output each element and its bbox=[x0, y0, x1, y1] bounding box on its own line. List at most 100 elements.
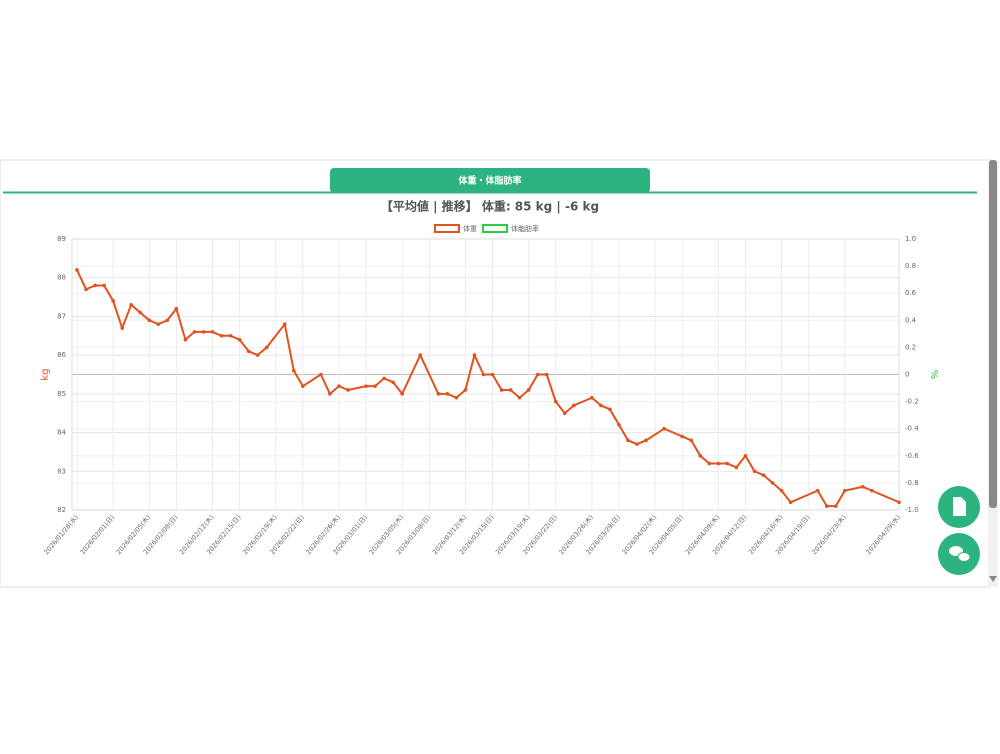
data-point bbox=[445, 392, 450, 396]
data-point bbox=[84, 287, 88, 292]
data-point bbox=[165, 318, 170, 323]
y2-axis-label: % bbox=[928, 370, 939, 380]
data-point bbox=[734, 465, 739, 470]
data-point bbox=[544, 372, 549, 377]
y2-tick-label: -0.4 bbox=[905, 425, 919, 433]
data-point bbox=[743, 454, 748, 458]
y-tick-label: 88 bbox=[57, 274, 66, 282]
data-point bbox=[761, 473, 766, 477]
data-point bbox=[472, 353, 477, 357]
data-point bbox=[138, 310, 143, 315]
data-point bbox=[246, 349, 251, 354]
data-point bbox=[210, 330, 215, 334]
data-point bbox=[617, 423, 621, 427]
data-point bbox=[418, 353, 423, 357]
data-point bbox=[788, 500, 793, 505]
data-point bbox=[644, 438, 648, 443]
data-point bbox=[562, 411, 567, 416]
data-point bbox=[255, 353, 260, 357]
data-point bbox=[626, 438, 630, 443]
y2-tick-label: 0.6 bbox=[905, 289, 917, 297]
scroll-thumb[interactable] bbox=[989, 160, 997, 508]
y2-tick-label: 1.0 bbox=[905, 235, 916, 243]
plot-frame bbox=[71, 238, 900, 511]
y-tick-label: 83 bbox=[57, 467, 66, 475]
data-point bbox=[463, 388, 468, 392]
chart-title: 【平均値 | 推移】 体重: 85 kg | -6 kg bbox=[381, 199, 599, 214]
legend-label: 体脂肪率 bbox=[511, 224, 539, 233]
data-point bbox=[517, 395, 522, 400]
data-point bbox=[328, 392, 332, 396]
data-point bbox=[481, 372, 486, 377]
data-point bbox=[454, 395, 459, 400]
data-point bbox=[716, 461, 721, 466]
data-point bbox=[635, 442, 639, 446]
data-point bbox=[752, 469, 757, 474]
tab-label[interactable]: 体重・体脂肪率 bbox=[458, 175, 521, 187]
data-point bbox=[662, 426, 666, 431]
data-point bbox=[725, 461, 730, 466]
data-point bbox=[102, 283, 106, 288]
data-point bbox=[319, 372, 323, 377]
y2-tick-label: 0 bbox=[905, 371, 909, 379]
tab[interactable] bbox=[330, 168, 650, 193]
data-point bbox=[779, 488, 784, 493]
data-point bbox=[824, 504, 829, 508]
data-point bbox=[382, 376, 386, 381]
data-point bbox=[526, 388, 531, 392]
y-axis-label: kg bbox=[40, 368, 51, 380]
y-tick-label: 82 bbox=[57, 506, 66, 514]
data-point bbox=[870, 488, 874, 493]
data-point bbox=[129, 303, 133, 307]
chat-icon[interactable] bbox=[957, 552, 971, 562]
data-point bbox=[400, 392, 404, 396]
data-point bbox=[572, 403, 576, 408]
data-point bbox=[111, 299, 115, 303]
data-point bbox=[93, 283, 97, 288]
y2-tick-label: -0.6 bbox=[905, 452, 919, 460]
y2-tick-label: 0.8 bbox=[905, 262, 916, 270]
data-point bbox=[599, 403, 603, 408]
data-point bbox=[508, 388, 513, 392]
data-point bbox=[301, 384, 305, 388]
legend-label: 体重 bbox=[463, 224, 477, 233]
data-point bbox=[608, 407, 612, 412]
data-point bbox=[201, 330, 206, 334]
data-point bbox=[264, 345, 269, 350]
data-point bbox=[861, 484, 865, 489]
data-point bbox=[237, 337, 242, 342]
legend-swatch bbox=[434, 224, 460, 233]
data-point bbox=[815, 488, 820, 493]
data-point bbox=[75, 268, 79, 272]
y2-tick-label: -1.0 bbox=[905, 506, 919, 514]
data-point bbox=[770, 481, 775, 485]
data-point bbox=[590, 395, 594, 400]
data-point bbox=[833, 504, 838, 508]
data-point bbox=[346, 388, 350, 392]
report-icon[interactable] bbox=[953, 497, 966, 516]
scroll-arrow[interactable] bbox=[989, 576, 997, 582]
data-point bbox=[192, 330, 197, 334]
y-tick-label: 87 bbox=[57, 312, 66, 320]
data-point bbox=[282, 322, 287, 326]
data-point bbox=[680, 434, 685, 439]
y2-tick-label: -0.2 bbox=[905, 398, 919, 406]
data-point bbox=[183, 337, 188, 342]
data-point bbox=[843, 488, 847, 493]
data-point bbox=[291, 368, 296, 373]
y-tick-label: 89 bbox=[57, 235, 66, 243]
data-point bbox=[391, 380, 395, 385]
data-point bbox=[120, 326, 124, 330]
data-point bbox=[436, 392, 441, 396]
y-tick-label: 85 bbox=[57, 390, 66, 398]
data-point bbox=[156, 322, 161, 326]
y2-tick-label: -0.8 bbox=[905, 479, 919, 487]
data-point bbox=[219, 333, 224, 338]
data-point bbox=[535, 372, 540, 377]
y2-tick-label: 0.4 bbox=[905, 316, 917, 324]
data-point bbox=[228, 333, 233, 338]
data-point bbox=[897, 500, 901, 505]
data-point bbox=[707, 461, 712, 466]
